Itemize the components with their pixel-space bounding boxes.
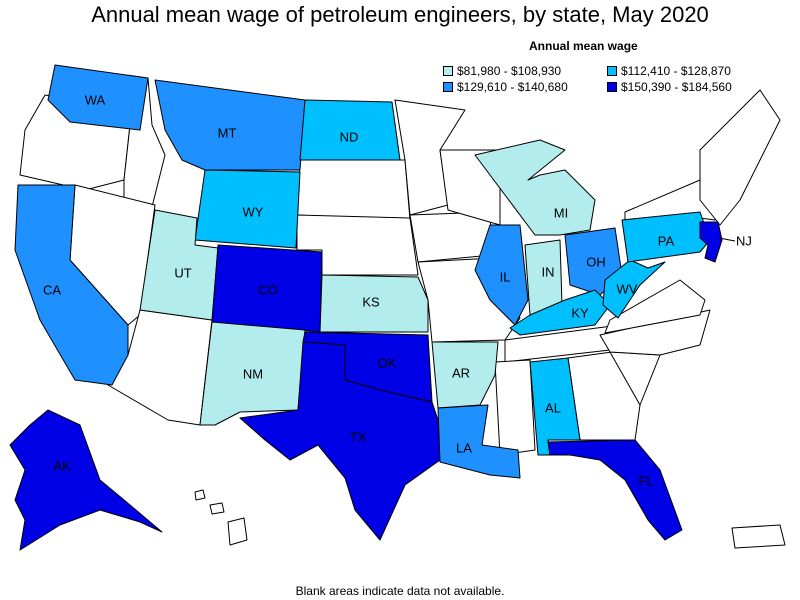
map-title: Annual mean wage of petroleum engineers,… (91, 2, 709, 27)
legend-label-tier1: $81,980 - $108,930 (457, 64, 562, 78)
footer-note: Blank areas indicate data not available. (295, 584, 505, 598)
label-MI: MI (554, 205, 568, 220)
label-LA: LA (456, 440, 472, 455)
label-AL: AL (545, 400, 561, 415)
label-CA: CA (43, 282, 61, 297)
state-TX[interactable] (239, 341, 441, 541)
state-NJ[interactable] (699, 221, 723, 263)
label-IL: IL (500, 269, 511, 284)
state-KS[interactable] (319, 274, 429, 333)
label-PA: PA (658, 233, 675, 248)
state-LA[interactable] (437, 404, 521, 479)
state-ND[interactable] (299, 99, 401, 161)
label-NM: NM (243, 366, 263, 381)
label-MT: MT (218, 125, 237, 140)
legend-item-tier4: $150,390 - $184,560 (607, 80, 732, 94)
label-WA: WA (85, 92, 106, 107)
legend-swatch-tier3 (443, 82, 453, 92)
state-AL[interactable] (529, 357, 581, 456)
legend-swatch-tier4 (607, 82, 617, 92)
legend-item-tier3: $129,610 - $140,680 (443, 80, 568, 94)
label-KY: KY (571, 305, 589, 320)
state-VA[interactable] (604, 279, 706, 334)
label-UT: UT (174, 265, 191, 280)
legend-label-tier2: $112,410 - $128,870 (621, 64, 731, 78)
legend-swatch-tier2 (607, 66, 617, 76)
state-PR[interactable] (731, 524, 786, 549)
label-FL: FL (638, 473, 653, 488)
label-NJ: NJ (736, 233, 752, 248)
label-TX: TX (350, 429, 367, 444)
state-PA[interactable] (621, 211, 711, 263)
state-shapes (9, 64, 786, 551)
state-FL[interactable] (547, 439, 683, 541)
label-CO: CO (258, 282, 278, 297)
state-NM[interactable] (199, 321, 306, 426)
state-MI[interactable] (474, 139, 596, 236)
label-KS: KS (362, 294, 380, 309)
legend-item-tier2: $112,410 - $128,870 (607, 64, 731, 78)
label-AR: AR (452, 365, 470, 380)
label-NJ-leader (718, 237, 736, 242)
legend-swatch-tier1 (443, 66, 453, 76)
label-OH: OH (586, 254, 606, 269)
state-KY[interactable] (509, 289, 611, 336)
label-ND: ND (340, 129, 359, 144)
legend-label-tier3: $129,610 - $140,680 (457, 80, 568, 94)
label-IN: IN (542, 264, 555, 279)
state-AR[interactable] (431, 341, 499, 409)
state-AK[interactable] (9, 409, 163, 551)
state-SD[interactable] (296, 159, 411, 221)
label-WV: WV (617, 281, 638, 296)
label-OK: OK (378, 355, 397, 370)
legend-title: Annual mean wage (529, 39, 638, 53)
legend-label-tier4: $150,390 - $184,560 (621, 80, 732, 94)
label-WY: WY (243, 204, 264, 219)
legend-item-tier1: $81,980 - $108,930 (443, 64, 561, 78)
state-labels: WA MT ND WY CA UT CO KS NM OK TX AR LA A… (43, 92, 752, 488)
state-CA[interactable] (14, 184, 129, 386)
label-AK: AK (53, 458, 71, 473)
state-WA[interactable] (47, 64, 149, 131)
state-NE-states[interactable] (699, 89, 781, 226)
state-MS[interactable] (494, 359, 536, 456)
state-WY[interactable] (194, 169, 301, 249)
state-HI[interactable] (194, 489, 248, 546)
